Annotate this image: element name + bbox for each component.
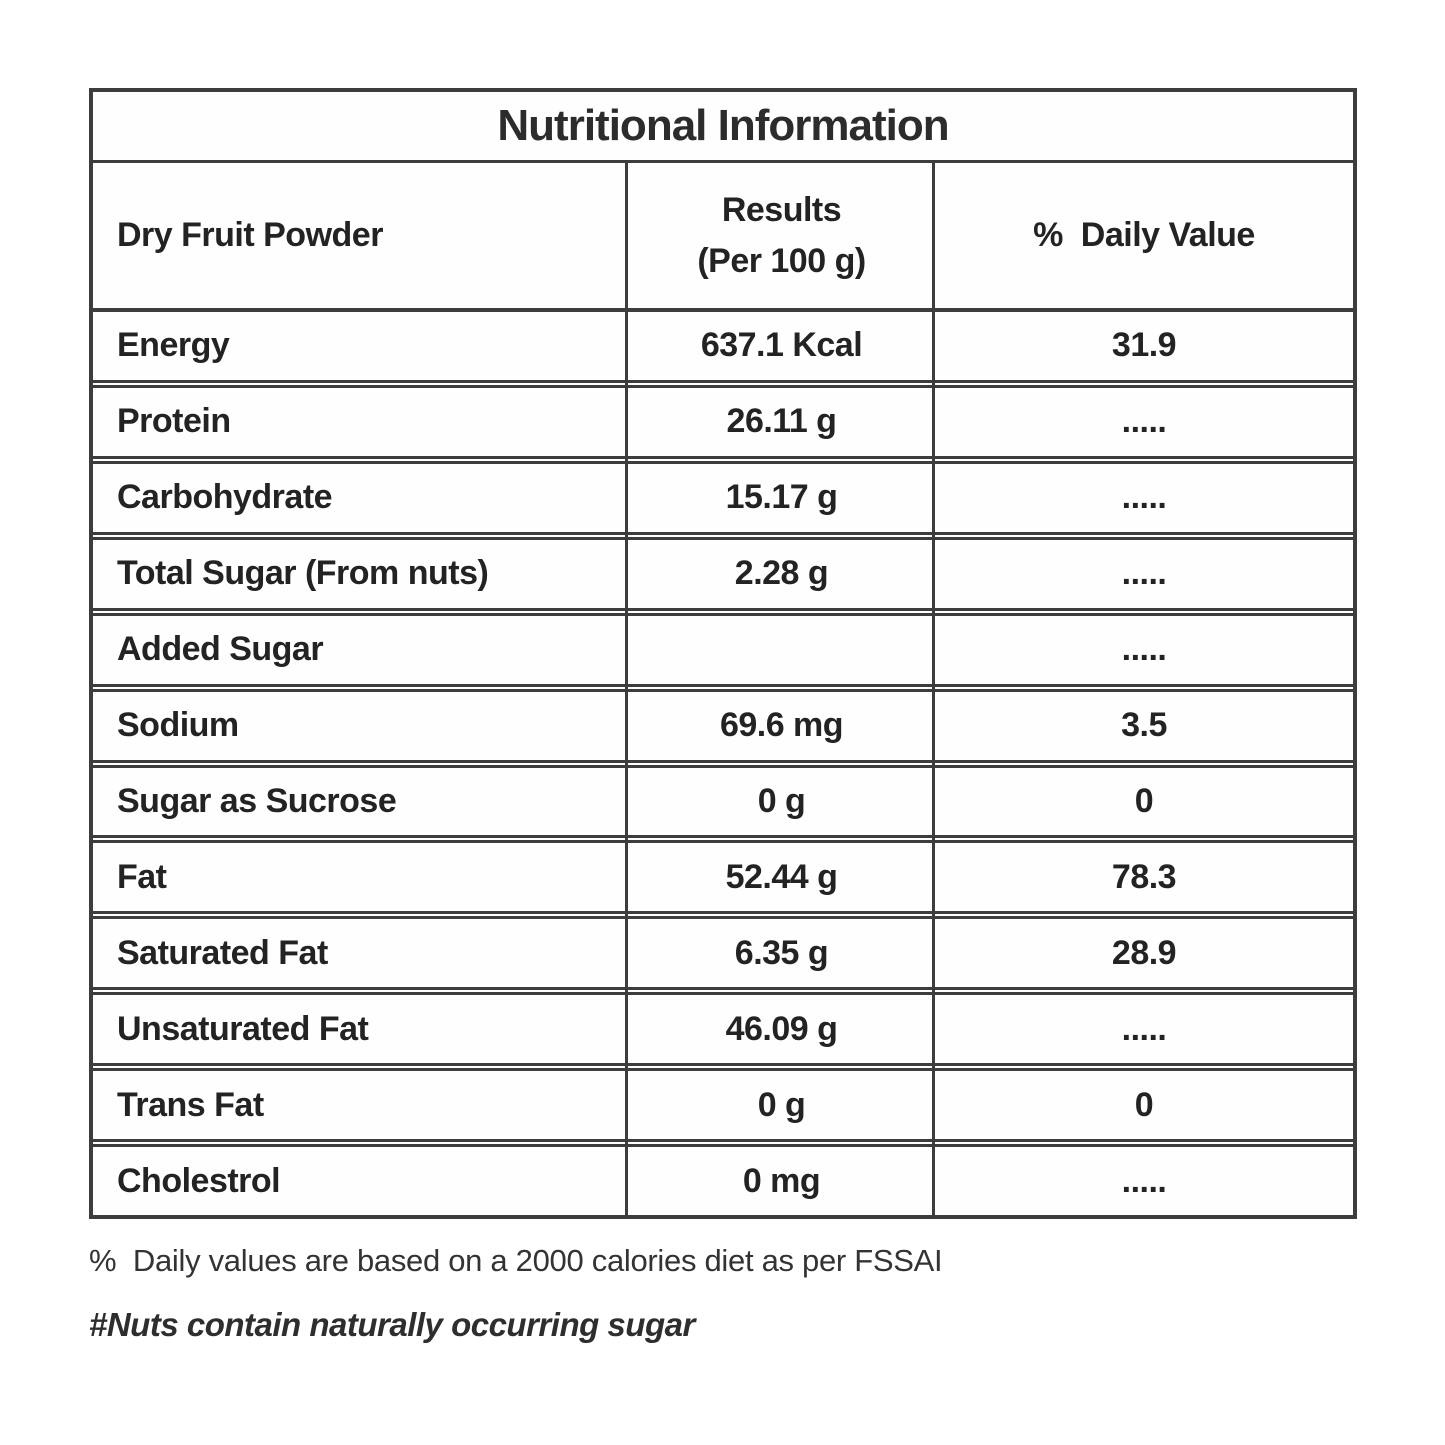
table-row: Unsaturated Fat 46.09 g ..... — [93, 987, 1353, 1063]
nutrient-name: Unsaturated Fat — [117, 1009, 369, 1048]
column-header-results-line2: (Per 100 g) — [697, 241, 866, 280]
nutrient-result: 46.09 g — [725, 1009, 838, 1048]
footnote-nuts-sugar: #Nuts contain naturally occurring sugar — [89, 1306, 695, 1343]
nutrient-name: Cholestrol — [117, 1161, 281, 1200]
nutrient-daily-value: ..... — [1121, 554, 1167, 593]
table-row: Energy 637.1 Kcal 31.9 — [93, 312, 1353, 380]
nutrient-name: Fat — [117, 857, 167, 896]
nutrient-name: Sodium — [117, 706, 239, 745]
footnote-daily-values: % Daily values are based on a 2000 calor… — [89, 1243, 943, 1278]
table-row: Trans Fat 0 g 0 — [93, 1063, 1353, 1139]
table-title: Nutritional Information — [497, 101, 949, 150]
nutrition-table: Nutritional Information Dry Fruit Powder… — [89, 88, 1357, 1219]
nutrient-daily-value: ..... — [1121, 1161, 1167, 1200]
nutrient-result: 69.6 mg — [719, 706, 844, 745]
nutrient-result — [628, 616, 935, 684]
nutrient-daily-value: ..... — [1121, 478, 1167, 517]
nutrient-result: 0 mg — [742, 1161, 821, 1200]
nutrient-daily-value: ..... — [1121, 402, 1167, 441]
column-divider-1 — [625, 163, 628, 1215]
nutrient-daily-value: 78.3 — [1111, 857, 1177, 896]
nutrient-result: 15.17 g — [725, 478, 838, 517]
table-title-row: Nutritional Information — [93, 92, 1353, 163]
nutrient-daily-value: 3.5 — [1121, 706, 1167, 745]
table-row: Sugar as Sucrose 0 g 0 — [93, 759, 1353, 836]
nutrient-name: Added Sugar — [117, 630, 324, 669]
nutrient-name: Carbohydrate — [117, 478, 333, 517]
table-row: Sodium 69.6 mg 3.5 — [93, 683, 1353, 760]
table-row: Added Sugar ..... — [93, 607, 1353, 684]
nutrient-daily-value: ..... — [1121, 630, 1167, 669]
table-header-row: Dry Fruit Powder Results (Per 100 g) % D… — [93, 163, 1353, 312]
nutrient-result: 26.11 g — [726, 402, 837, 441]
column-header-product: Dry Fruit Powder — [117, 216, 383, 254]
nutrient-daily-value: 28.9 — [1111, 933, 1177, 972]
column-header-results-line1: Results — [721, 190, 842, 229]
table-row: Saturated Fat 6.35 g 28.9 — [93, 911, 1353, 987]
column-divider-2 — [932, 163, 935, 1215]
table-row: Total Sugar (From nuts) 2.28 g ..... — [93, 531, 1353, 608]
column-header-results: Results (Per 100 g) — [628, 163, 935, 308]
table-body: Dry Fruit Powder Results (Per 100 g) % D… — [93, 163, 1353, 1215]
nutrient-name: Saturated Fat — [117, 933, 328, 972]
nutrient-daily-value: 31.9 — [1111, 326, 1177, 365]
table-row: Protein 26.11 g ..... — [93, 379, 1353, 456]
nutrient-result: 0 g — [757, 781, 806, 820]
nutrient-name: Sugar as Sucrose — [117, 781, 397, 820]
column-header-daily-value: % Daily Value — [1033, 216, 1255, 254]
nutrient-result: 52.44 g — [725, 857, 838, 896]
nutrient-name: Trans Fat — [117, 1085, 264, 1124]
nutrient-result: 2.28 g — [734, 554, 829, 593]
nutrient-daily-value: 0 — [1134, 1085, 1154, 1124]
table-row: Fat 52.44 g 78.3 — [93, 835, 1353, 911]
nutrient-daily-value: ..... — [1121, 1009, 1167, 1048]
table-rows: Energy 637.1 Kcal 31.9 Protein 26.11 g .… — [93, 312, 1353, 1215]
table-row: Carbohydrate 15.17 g ..... — [93, 455, 1353, 532]
nutrient-name: Protein — [117, 402, 231, 441]
nutrient-result: 637.1 Kcal — [700, 326, 863, 365]
table-row: Cholestrol 0 mg ..... — [93, 1139, 1353, 1215]
nutrient-result: 0 g — [757, 1085, 806, 1124]
nutrient-name: Energy — [117, 326, 230, 365]
nutrient-daily-value: 0 — [1134, 781, 1154, 820]
nutrient-result: 6.35 g — [734, 933, 829, 972]
nutrient-name: Total Sugar (From nuts) — [117, 554, 489, 593]
